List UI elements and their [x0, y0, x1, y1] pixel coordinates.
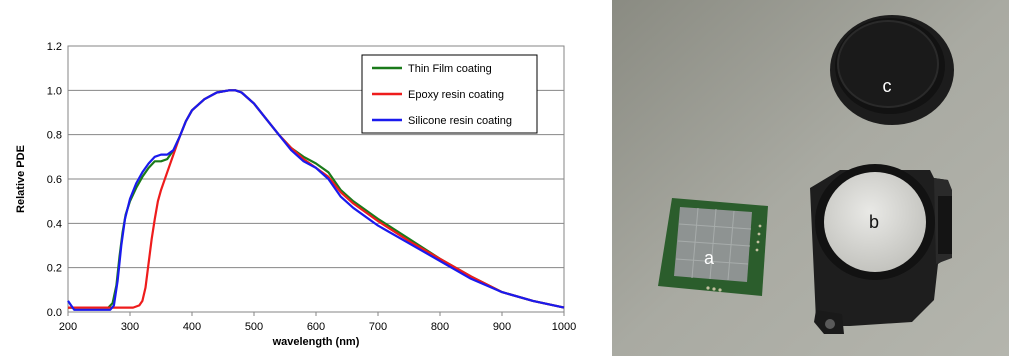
label-b: b: [869, 212, 879, 232]
x-tick-label: 700: [369, 321, 387, 333]
holder-b: [810, 164, 952, 334]
x-tick-label: 800: [431, 321, 449, 333]
y-tick-label: 0.8: [47, 130, 62, 142]
y-tick-label: 0.2: [47, 263, 62, 275]
y-tick-label: 1.0: [47, 85, 62, 97]
sensor-board-a: [658, 198, 768, 296]
legend-entries: Thin Film coating Epoxy resin coating Sili…: [372, 63, 512, 127]
x-tick-label: 300: [121, 321, 139, 333]
photo-drawing: c b: [612, 0, 1009, 356]
y-tick-label: 1.2: [47, 41, 62, 53]
label-a: a: [704, 248, 715, 268]
legend-label: Epoxy resin coating: [408, 89, 504, 101]
legend-label: Silicone resin coating: [408, 115, 512, 127]
x-axis-title: wavelength (nm): [272, 336, 360, 348]
x-tick-label: 1000: [552, 321, 576, 333]
x-tick-label: 400: [183, 321, 201, 333]
pde-chart: 0.0 0.2 0.4 0.6 0.8 1.0 1.2 200 300 400 500 600 700…: [15, 41, 576, 348]
x-tick-label: 200: [59, 321, 77, 333]
label-c: c: [883, 76, 892, 96]
device-photo: c b: [612, 0, 1009, 356]
y-tick-label: 0.4: [47, 218, 62, 230]
y-axis-title: Relative PDE: [15, 145, 27, 213]
x-tick-label: 900: [493, 321, 511, 333]
y-tick-labels: 0.0 0.2 0.4 0.6 0.8 1.0 1.2: [47, 41, 62, 319]
grid-lines: [68, 89, 564, 269]
lid-c: [830, 15, 954, 125]
y-tick-label: 0.6: [47, 174, 62, 186]
legend: Thin Film coating Epoxy resin coating Sili…: [361, 54, 538, 134]
x-tick-label: 600: [307, 321, 325, 333]
legend-label: Thin Film coating: [408, 63, 492, 75]
series-lines: [67, 89, 565, 311]
chart-panel: 0.0 0.2 0.4 0.6 0.8 1.0 1.2 200 300 400 500 600 700…: [15, 41, 577, 348]
y-tick-label: 0.0: [47, 307, 62, 319]
x-tick-label: 500: [245, 321, 263, 333]
x-tick-labels: 200 300 400 500 600 700 800 900 1000: [59, 312, 576, 333]
series-line-silicone-resin-coating: [67, 89, 565, 311]
